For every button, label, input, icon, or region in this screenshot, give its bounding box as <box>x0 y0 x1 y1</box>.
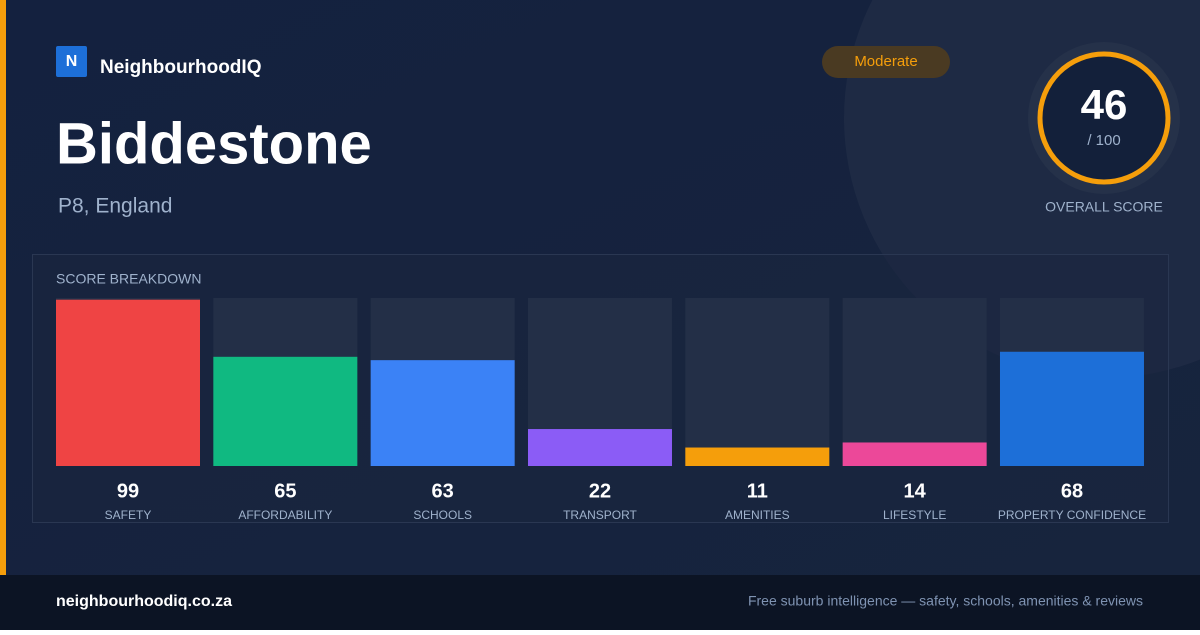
bar-label: TRANSPORT <box>563 508 637 522</box>
bar-value: 68 <box>1061 480 1083 502</box>
bar-label: SAFETY <box>105 508 152 522</box>
bar-value: 22 <box>589 480 611 502</box>
bar-track <box>842 298 987 466</box>
bar-value: 14 <box>904 480 927 502</box>
bar <box>527 429 672 466</box>
score: 46 <box>1081 81 1128 128</box>
location: P8, England <box>58 195 172 218</box>
bar <box>685 447 830 466</box>
bar <box>213 356 358 466</box>
bar <box>842 442 987 466</box>
bar-label: LIFESTYLE <box>883 508 946 522</box>
bar <box>370 360 515 466</box>
brand-name: NeighbourhoodIQ <box>100 57 261 78</box>
bar-label: PROPERTY CONFIDENCE <box>998 508 1146 522</box>
breakdown-title: SCORE BREAKDOWN <box>56 271 201 287</box>
bar-value: 63 <box>432 480 454 502</box>
footer-tagline: Free suburb intelligence — safety, schoo… <box>748 593 1143 609</box>
logo-letter: N <box>66 53 78 70</box>
bar <box>56 299 200 466</box>
accent-strip <box>0 0 6 575</box>
score-caption: OVERALL SCORE <box>1045 199 1163 215</box>
bar-label: SCHOOLS <box>413 508 472 522</box>
bar-track <box>685 298 830 466</box>
badge-text: Moderate <box>854 53 917 70</box>
bar-value: 99 <box>117 480 139 502</box>
bars: 99 SAFETY 65 AFFORDABILITY 63 SCHOOLS 22 TRANSP… <box>56 298 1146 522</box>
bar-value: 65 <box>274 480 296 502</box>
footer-site: neighbourhoodiq.co.za <box>56 593 232 610</box>
badge <box>822 46 950 78</box>
bar-label: AFFORDABILITY <box>238 508 332 522</box>
bar-value: 11 <box>747 480 768 502</box>
title: Biddestone <box>56 111 372 176</box>
logo <box>56 46 87 77</box>
bar-label: AMENITIES <box>725 508 790 522</box>
bar <box>999 351 1144 466</box>
ring <box>1037 51 1171 185</box>
score-scale: / 100 <box>1087 132 1120 149</box>
footer-bar <box>0 575 1200 630</box>
